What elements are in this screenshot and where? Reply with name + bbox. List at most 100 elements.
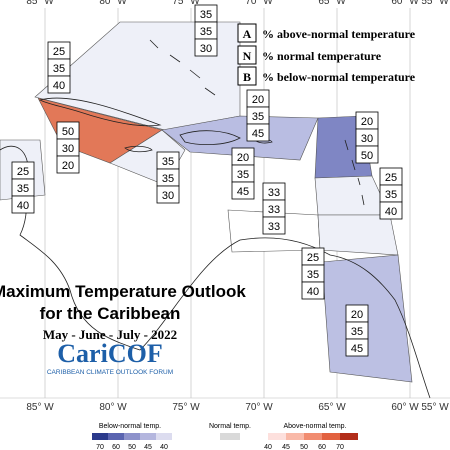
longitude-label: 55° W <box>421 0 449 7</box>
scale-tick: 50 <box>300 444 308 450</box>
probability-value: 50 <box>361 150 373 162</box>
scale-tick: 50 <box>128 444 136 450</box>
scale-swatch <box>268 433 286 440</box>
probability-box: 33 33 33 <box>262 182 286 235</box>
legend-key-box <box>237 66 257 86</box>
probability-boxes: 2535403535305030202535403535302035452030… <box>11 4 403 357</box>
legend-text: % normal temperature <box>262 49 382 63</box>
probability-value: 45 <box>351 343 363 355</box>
scale-swatch <box>322 433 340 440</box>
longitude-label: 80° W <box>99 402 127 413</box>
probability-value: 40 <box>385 206 397 218</box>
probability-value: 33 <box>268 204 280 216</box>
probability-value: 30 <box>162 190 174 202</box>
legend-text: % below-normal temperature <box>262 70 416 84</box>
probability-value: 35 <box>162 173 174 185</box>
probability-value: 40 <box>53 80 65 92</box>
probability-cell <box>379 201 403 220</box>
probability-cell <box>246 123 270 142</box>
probability-box: 50 30 20 <box>56 121 80 174</box>
longitude-label: 70° W <box>245 0 273 7</box>
longitude-label: 60° W <box>391 0 419 7</box>
probability-value: 35 <box>53 63 65 75</box>
probability-cell <box>301 281 325 300</box>
probability-value: 50 <box>62 126 74 138</box>
legend-key-box <box>237 23 257 43</box>
longitude-label: 70° W <box>245 402 273 413</box>
probability-cell <box>194 38 218 57</box>
scale-label: Above-normal temp. <box>283 423 346 430</box>
probability-cell <box>156 185 180 204</box>
longitude-label: 80° W <box>99 0 127 7</box>
longitude-labels: 85° W 80° W 75° W 70° W 65° W 60° W 55° W85° W… <box>26 0 449 413</box>
scale-swatch <box>92 433 108 440</box>
probability-value: 30 <box>361 133 373 145</box>
longitude-label: 75° W <box>172 0 200 7</box>
region-trinidad <box>317 214 399 256</box>
probability-box: 25 35 40 <box>11 161 35 214</box>
color-scale: Below-normal temp. Normal temp. Above-norm… <box>92 423 358 450</box>
probability-value: 20 <box>351 309 363 321</box>
probability-value: 35 <box>252 111 264 123</box>
legend: A N B % above-normal temperature % norma… <box>237 23 416 86</box>
probability-value: 35 <box>162 156 174 168</box>
title: Maximum Temperature Outlook <box>0 282 246 301</box>
probability-value: 30 <box>62 143 74 155</box>
longitude-label: 60° W <box>391 402 419 413</box>
scale-swatch <box>304 433 322 440</box>
probability-value: 25 <box>53 46 65 58</box>
longitude-label: 85° W <box>26 402 54 413</box>
legend-key: A <box>243 27 252 41</box>
legend-key: N <box>243 49 252 63</box>
scale-label: Below-normal temp. <box>99 423 161 430</box>
season: May - June - July - 2022 <box>43 327 177 342</box>
scale-label: Normal temp. <box>209 423 251 430</box>
probability-box: 20 35 45 <box>231 147 255 200</box>
probability-value: 35 <box>237 169 249 181</box>
scale-swatch <box>108 433 124 440</box>
legend-key-box <box>237 45 257 65</box>
probability-value: 35 <box>385 189 397 201</box>
scale-tick: 60 <box>112 444 120 450</box>
probability-cell <box>47 75 71 94</box>
probability-box: 35 35 30 <box>194 4 218 57</box>
logo-caption: CARIBBEAN CLIMATE OUTLOOK FORUM <box>47 369 173 376</box>
scale-tick: 40 <box>160 444 168 450</box>
probability-box: 25 35 40 <box>47 41 71 94</box>
probability-value: 25 <box>307 252 319 264</box>
scale-tick: 45 <box>282 444 290 450</box>
longitude-label: 85° W <box>26 0 54 7</box>
longitude-label: 65° W <box>318 402 346 413</box>
probability-box: 20 30 50 <box>355 111 379 164</box>
probability-value: 20 <box>237 152 249 164</box>
probability-value: 30 <box>200 43 212 55</box>
scale-tick: 45 <box>144 444 152 450</box>
probability-cell <box>262 216 286 235</box>
probability-value: 35 <box>351 326 363 338</box>
probability-value: 45 <box>252 128 264 140</box>
probability-value: 35 <box>307 269 319 281</box>
probability-value: 20 <box>62 160 74 172</box>
probability-box: 35 35 30 <box>156 151 180 204</box>
probability-value: 35 <box>200 26 212 38</box>
probability-cell <box>231 181 255 200</box>
scale-tick: 70 <box>336 444 344 450</box>
probability-cell <box>345 338 369 357</box>
scale-tick: 70 <box>96 444 104 450</box>
legend-key: B <box>243 70 251 84</box>
probability-value: 35 <box>17 183 29 195</box>
legend-text: % above-normal temperature <box>262 27 416 41</box>
longitude-label: 65° W <box>318 0 346 7</box>
scale-swatch <box>220 433 240 440</box>
scale-swatch <box>340 433 358 440</box>
probability-value: 20 <box>361 116 373 128</box>
logo: CariCOF <box>57 339 162 368</box>
scale-swatch <box>286 433 304 440</box>
scale-swatch <box>156 433 172 440</box>
scale-swatch <box>140 433 156 440</box>
probability-value: 20 <box>252 94 264 106</box>
longitude-label: 55° W <box>421 402 449 413</box>
probability-value: 40 <box>17 200 29 212</box>
probability-cell <box>355 145 379 164</box>
probability-box: 20 35 45 <box>345 304 369 357</box>
